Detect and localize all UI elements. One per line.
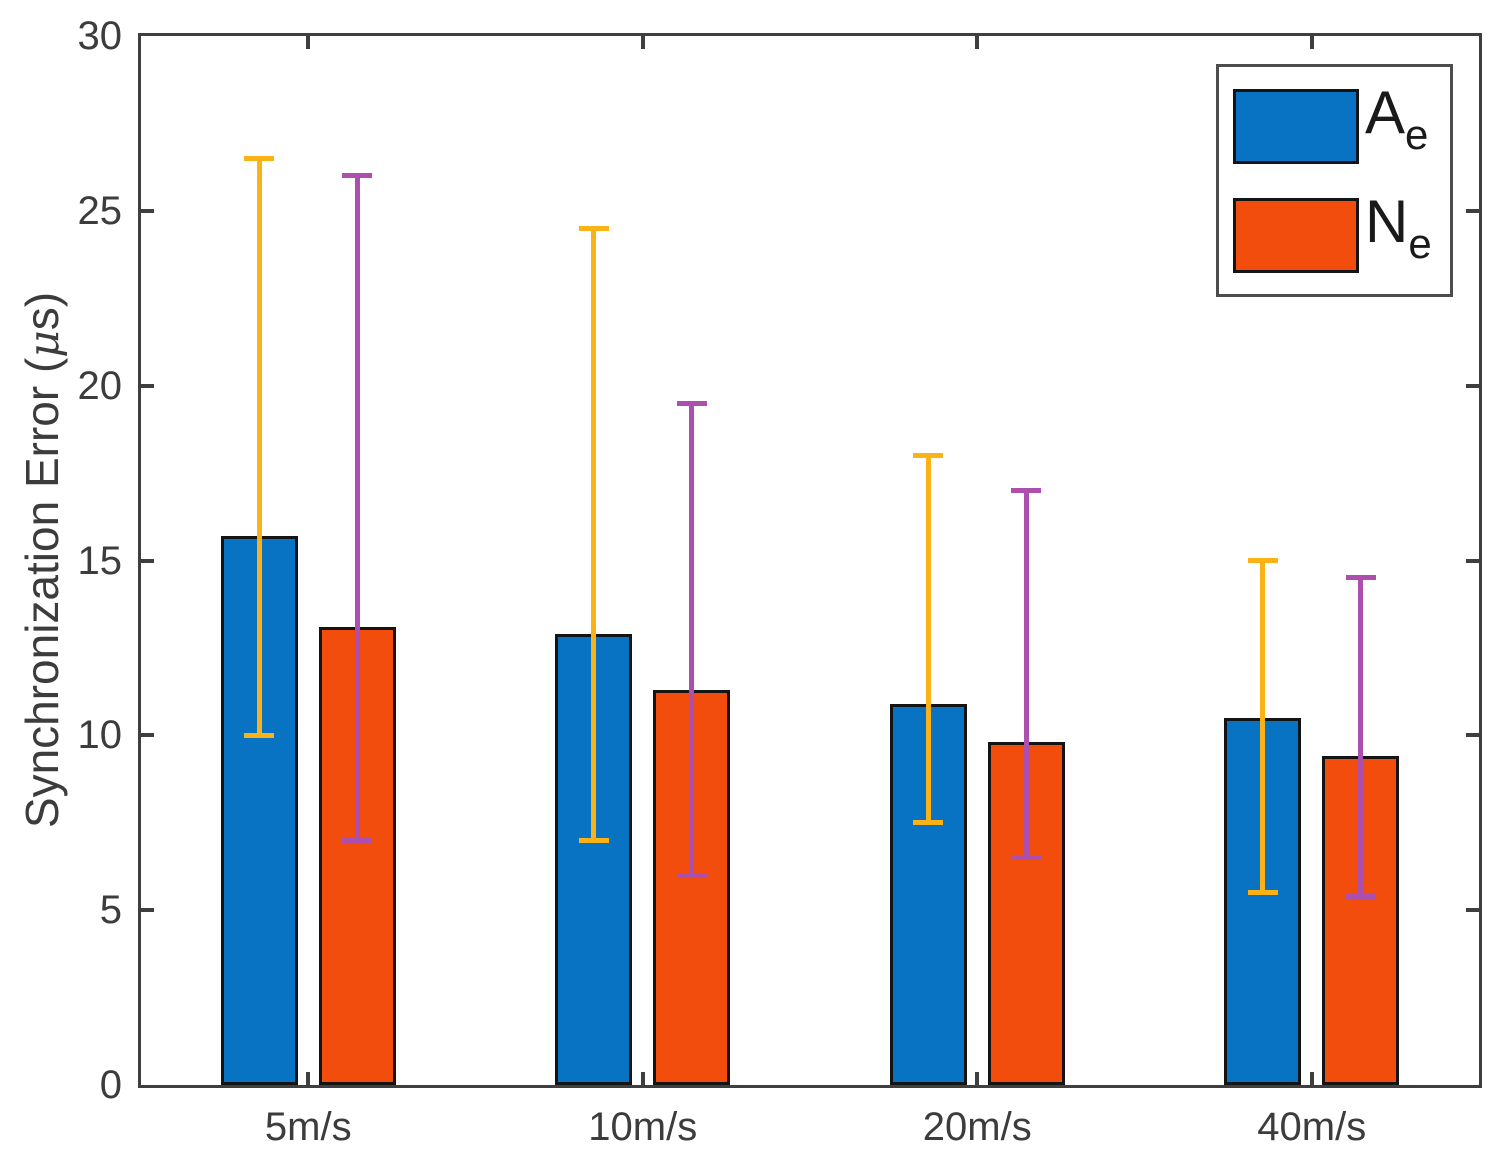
error-bar-line-Ne-20m/s: [1023, 490, 1029, 858]
y-tick-left: [141, 733, 154, 738]
error-bar-cap-Ae-5m/s: [244, 155, 275, 161]
legend-label-a-subscript: e: [1405, 111, 1429, 158]
y-tick-left: [141, 383, 154, 388]
x-tick-top: [306, 36, 311, 49]
y-tick-left: [141, 908, 154, 913]
x-tick-bottom: [640, 1072, 645, 1085]
error-bar-cap-Ae-40m/s: [1247, 558, 1278, 563]
error-bar-cap-Ne-10m/s: [676, 872, 707, 878]
legend-swatch-series-a: [1233, 89, 1359, 164]
legend-label-series-n: Ne: [1365, 184, 1432, 267]
y-tick-label: 20: [77, 363, 123, 408]
y-tick-label: 30: [77, 14, 123, 58]
legend-swatch-series-n: [1233, 198, 1359, 273]
y-tick-label: 25: [77, 188, 123, 233]
y-tick-right: [1466, 908, 1479, 913]
y-axis-label-unit: s): [16, 291, 68, 331]
error-bar-cap-Ne-20m/s: [1011, 855, 1042, 861]
error-bar-line-Ne-10m/s: [689, 403, 695, 876]
y-tick-label: 5: [99, 888, 122, 933]
x-tick-label: 5m/s: [264, 1105, 352, 1149]
error-bar-line-Ne-5m/s: [354, 175, 360, 841]
y-tick-right: [1466, 733, 1479, 738]
error-bar-line-Ne-40m/s: [1358, 577, 1364, 897]
error-bar-line-Ae-5m/s: [256, 158, 262, 736]
error-bar-cap-Ne-40m/s: [1345, 575, 1376, 581]
error-bar-cap-Ne-5m/s: [342, 173, 373, 179]
legend-label-series-a: Ae: [1365, 75, 1428, 158]
x-tick-bottom: [975, 1072, 980, 1085]
error-bar-cap-Ae-20m/s: [913, 820, 944, 826]
y-tick-label: 0: [99, 1063, 122, 1107]
error-bar-line-Ae-40m/s: [1260, 560, 1266, 893]
x-tick-label: 40m/s: [1257, 1105, 1367, 1149]
x-tick-top: [640, 36, 645, 49]
legend: Ae Ne: [1216, 64, 1453, 297]
mu-symbol: μ: [19, 330, 68, 358]
y-tick-right: [1466, 558, 1479, 563]
error-bar-cap-Ne-40m/s: [1345, 893, 1376, 899]
error-bar-cap-Ae-5m/s: [244, 732, 275, 738]
x-tick-label: 10m/s: [588, 1105, 698, 1149]
error-bar-line-Ae-20m/s: [925, 455, 931, 823]
x-tick-top: [1309, 36, 1314, 49]
x-tick-bottom: [1309, 1072, 1314, 1085]
error-bar-cap-Ae-10m/s: [578, 837, 609, 843]
x-tick-top: [975, 36, 980, 49]
error-bar-cap-Ae-40m/s: [1247, 890, 1278, 896]
x-tick-label: 20m/s: [922, 1105, 1032, 1149]
y-tick-right: [1466, 208, 1479, 213]
error-bar-cap-Ne-5m/s: [342, 837, 373, 843]
y-tick-label: 10: [77, 713, 123, 758]
y-tick-left: [141, 208, 154, 213]
y-tick-right: [1466, 383, 1479, 388]
error-bar-cap-Ne-10m/s: [676, 400, 707, 406]
legend-label-n-subscript: e: [1408, 220, 1432, 267]
error-bar-cap-Ne-20m/s: [1011, 488, 1042, 494]
y-tick-left: [141, 558, 154, 563]
error-bar-line-Ae-10m/s: [591, 228, 597, 841]
legend-label-n-main: N: [1365, 188, 1409, 255]
legend-label-a-main: A: [1365, 79, 1406, 146]
y-tick-label: 15: [77, 538, 123, 583]
x-tick-bottom: [306, 1072, 311, 1085]
error-bar-cap-Ae-20m/s: [913, 453, 944, 459]
error-bar-cap-Ae-10m/s: [578, 225, 609, 231]
